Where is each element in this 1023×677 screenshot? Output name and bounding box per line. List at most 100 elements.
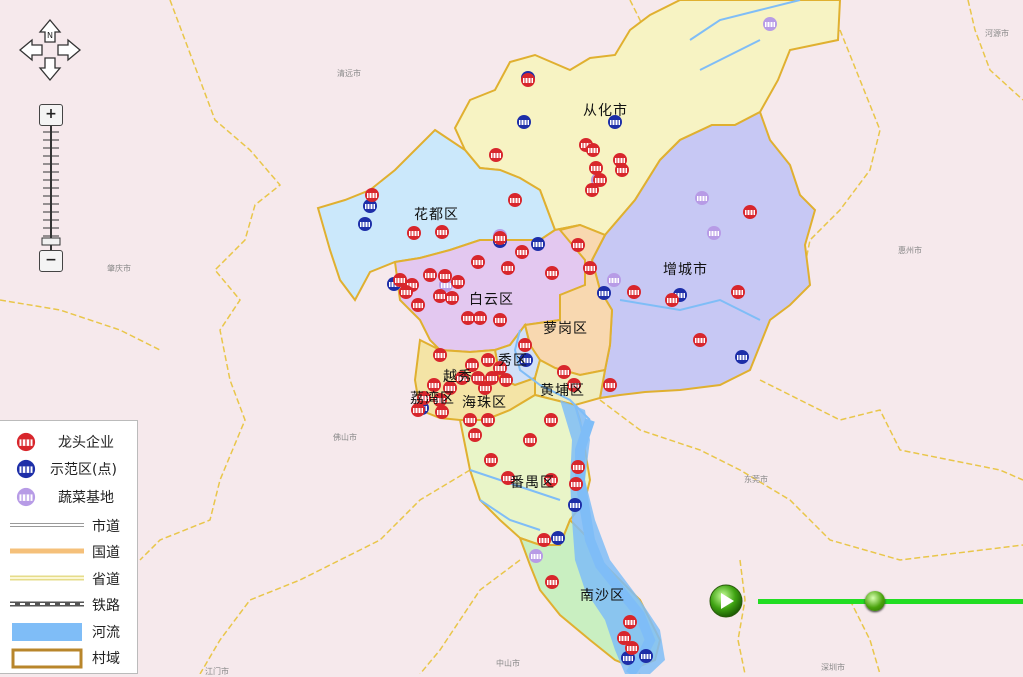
enterprise-marker[interactable] (432, 347, 448, 363)
enterprise-marker[interactable] (588, 160, 604, 176)
enterprise-marker[interactable] (432, 288, 448, 304)
enterprise-marker[interactable] (570, 459, 586, 475)
vegetable-base-marker[interactable] (762, 16, 778, 32)
enterprise-marker[interactable] (480, 352, 496, 368)
enterprise-marker[interactable] (543, 412, 559, 428)
legend-label: 铁路 (92, 598, 120, 614)
legend-label: 龙头企业 (58, 435, 114, 451)
demo-zone-marker[interactable] (550, 530, 566, 546)
demo-zone-marker[interactable] (596, 285, 612, 301)
vegetable-base-marker[interactable] (528, 548, 544, 564)
legend-label: 村域 (92, 651, 120, 667)
district-label-zengcheng: 增城市 (663, 262, 708, 278)
demo-zone-marker[interactable] (567, 497, 583, 513)
demo-zone-marker[interactable] (516, 114, 532, 130)
demo-zone-marker[interactable] (638, 648, 654, 664)
play-icon (721, 593, 734, 609)
enterprise-marker[interactable] (488, 147, 504, 163)
enterprise-marker[interactable] (507, 192, 523, 208)
district-label-liwan: 荔湾区 (410, 391, 455, 407)
enterprise-marker[interactable] (568, 476, 584, 492)
enterprise-icon (16, 432, 36, 452)
pan-right-icon[interactable] (57, 38, 82, 62)
enterprise-marker[interactable] (434, 224, 450, 240)
enterprise-marker[interactable] (483, 452, 499, 468)
zoom-out-button[interactable]: − (39, 250, 63, 272)
city-label-huizhou: 惠州市 (898, 246, 922, 255)
enterprise-marker[interactable] (422, 267, 438, 283)
legend-item-national-road: 国道 (8, 539, 136, 563)
river-swatch (12, 623, 82, 641)
enterprise-marker[interactable] (584, 182, 600, 198)
pan-up-icon[interactable] (38, 18, 62, 43)
city-label-shenzhen: 深圳市 (821, 663, 845, 672)
enterprise-marker[interactable] (460, 310, 476, 326)
pan-down-icon[interactable] (38, 57, 62, 82)
enterprise-marker[interactable] (692, 332, 708, 348)
enterprise-marker[interactable] (472, 310, 488, 326)
vegetable-base-marker[interactable] (706, 225, 722, 241)
enterprise-marker[interactable] (582, 260, 598, 276)
enterprise-marker[interactable] (470, 254, 486, 270)
city-road-line (10, 523, 84, 527)
pearl-river-estuary (560, 400, 665, 674)
zoom-control[interactable]: + − (39, 104, 63, 272)
enterprise-marker[interactable] (492, 230, 508, 246)
zoom-slider-track[interactable] (39, 126, 63, 252)
city-label-zhaoqing: 肇庆市 (107, 264, 131, 273)
enterprise-marker[interactable] (406, 225, 422, 241)
enterprise-marker[interactable] (480, 412, 496, 428)
legend-label: 市道 (92, 519, 120, 535)
enterprise-marker[interactable] (556, 364, 572, 380)
vegetable-base-icon (16, 487, 36, 507)
enterprise-marker[interactable] (520, 72, 536, 88)
enterprise-marker[interactable] (544, 265, 560, 281)
district-label-huadu: 花都区 (414, 207, 459, 223)
enterprise-marker[interactable] (444, 290, 460, 306)
district-label-conghua: 从化市 (583, 103, 628, 119)
legend-label: 蔬菜基地 (58, 490, 114, 506)
legend-label: 示范区(点) (50, 462, 117, 478)
enterprise-marker[interactable] (498, 372, 514, 388)
enterprise-marker[interactable] (410, 297, 426, 313)
enterprise-marker[interactable] (602, 377, 618, 393)
legend-item-demo-zone: 示范区(点) (8, 456, 136, 480)
enterprise-marker[interactable] (536, 532, 552, 548)
enterprise-marker[interactable] (437, 268, 453, 284)
zoom-in-button[interactable]: + (39, 104, 63, 126)
enterprise-marker[interactable] (570, 237, 586, 253)
enterprise-marker[interactable] (398, 284, 414, 300)
enterprise-marker[interactable] (450, 274, 466, 290)
vegetable-base-marker[interactable] (606, 272, 622, 288)
enterprise-marker[interactable] (467, 427, 483, 443)
enterprise-marker[interactable] (585, 142, 601, 158)
pan-control[interactable]: N (18, 18, 82, 82)
enterprise-marker[interactable] (492, 312, 508, 328)
demo-zone-marker[interactable] (357, 216, 373, 232)
enterprise-marker[interactable] (624, 640, 640, 656)
enterprise-marker[interactable] (742, 204, 758, 220)
vegetable-base-marker[interactable] (694, 190, 710, 206)
enterprise-marker[interactable] (462, 412, 478, 428)
provincial-road-line (10, 575, 84, 581)
demo-zone-marker[interactable] (734, 349, 750, 365)
enterprise-marker[interactable] (730, 284, 746, 300)
enterprise-marker[interactable] (544, 574, 560, 590)
district-label-baiyun: 白云区 (469, 292, 514, 308)
enterprise-marker[interactable] (364, 187, 380, 203)
enterprise-marker[interactable] (622, 614, 638, 630)
play-button[interactable] (708, 583, 744, 619)
enterprise-marker[interactable] (614, 162, 630, 178)
enterprise-marker[interactable] (522, 432, 538, 448)
enterprise-marker[interactable] (392, 272, 408, 288)
timeline-slider-thumb[interactable] (864, 591, 885, 611)
pan-left-icon[interactable] (18, 38, 43, 62)
enterprise-marker[interactable] (500, 260, 516, 276)
zoom-slider-thumb[interactable] (41, 237, 61, 246)
timeline-slider-track[interactable] (758, 599, 1023, 604)
enterprise-marker[interactable] (514, 244, 530, 260)
enterprise-marker[interactable] (664, 292, 680, 308)
demo-zone-marker[interactable] (530, 236, 546, 252)
enterprise-marker[interactable] (626, 284, 642, 300)
